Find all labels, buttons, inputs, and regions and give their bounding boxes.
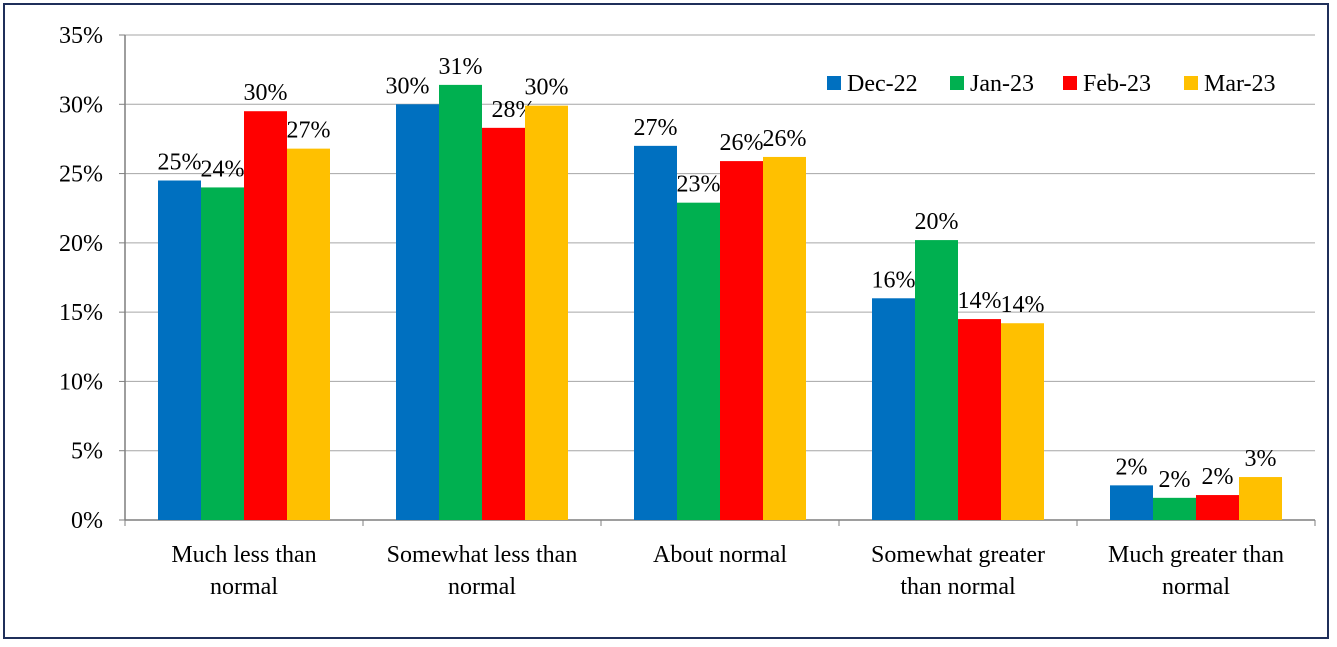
y-tick-label: 20%: [59, 231, 103, 257]
x-category-label: Somewhat less than: [387, 542, 578, 568]
legend-label: Jan-23: [970, 71, 1034, 97]
data-label: 23%: [677, 172, 721, 198]
bar: [915, 240, 958, 521]
bar: [158, 180, 201, 520]
bar: [677, 202, 720, 520]
bar: [439, 84, 482, 520]
bar: [244, 111, 287, 520]
data-label: 30%: [525, 75, 569, 101]
data-label: 14%: [1001, 292, 1045, 318]
data-label: 20%: [915, 209, 959, 235]
data-label: 26%: [763, 126, 807, 152]
data-label: 14%: [958, 288, 1002, 314]
legend-swatch: [1184, 76, 1198, 90]
data-label: 25%: [158, 150, 202, 176]
data-label: 27%: [287, 118, 331, 144]
data-label: 2%: [1159, 467, 1191, 493]
y-tick-label: 5%: [71, 439, 103, 465]
bar: [482, 127, 525, 520]
x-category-label: Somewhat greater: [871, 542, 1045, 568]
data-label: 30%: [244, 80, 288, 106]
x-category-label: normal: [1162, 574, 1230, 600]
bar: [287, 148, 330, 520]
x-category-label: than normal: [900, 574, 1016, 600]
data-label: 2%: [1202, 464, 1234, 490]
bar: [1110, 485, 1153, 520]
data-label: 27%: [634, 115, 678, 141]
bar: [396, 104, 439, 521]
y-tick-label: 25%: [59, 162, 103, 188]
y-tick-label: 0%: [71, 508, 103, 534]
legend-swatch: [950, 76, 964, 90]
legend-swatch: [1063, 76, 1077, 90]
y-tick-label: 35%: [59, 23, 103, 49]
legend-label: Dec-22: [847, 71, 918, 97]
y-tick-label: 10%: [59, 369, 103, 395]
x-category-label: About normal: [653, 542, 787, 568]
x-category-label: Much less than: [171, 542, 316, 568]
bar: [1153, 497, 1196, 520]
bar: [525, 105, 568, 521]
legend-label: Feb-23: [1083, 71, 1151, 97]
bar: [634, 145, 677, 520]
bar: [720, 161, 763, 520]
y-tick-label: 15%: [59, 300, 103, 326]
bar: [1239, 477, 1282, 520]
bar: [763, 156, 806, 520]
x-category-label: Much greater than: [1108, 542, 1284, 568]
legend-swatch: [827, 76, 841, 90]
bar: [1196, 495, 1239, 520]
data-label: 31%: [439, 54, 483, 80]
bar: [872, 298, 915, 520]
data-label: 16%: [872, 267, 916, 293]
bar: [958, 319, 1001, 520]
y-tick-label: 30%: [59, 92, 103, 118]
bar: [201, 187, 244, 520]
data-label: 24%: [201, 156, 245, 182]
x-category-label: normal: [210, 574, 278, 600]
data-label: 30%: [386, 73, 430, 99]
bar: [1001, 323, 1044, 520]
x-category-label: normal: [448, 574, 516, 600]
legend-label: Mar-23: [1204, 71, 1276, 97]
data-label: 26%: [720, 130, 764, 156]
data-label: 3%: [1245, 446, 1277, 472]
data-label: 2%: [1116, 454, 1148, 480]
